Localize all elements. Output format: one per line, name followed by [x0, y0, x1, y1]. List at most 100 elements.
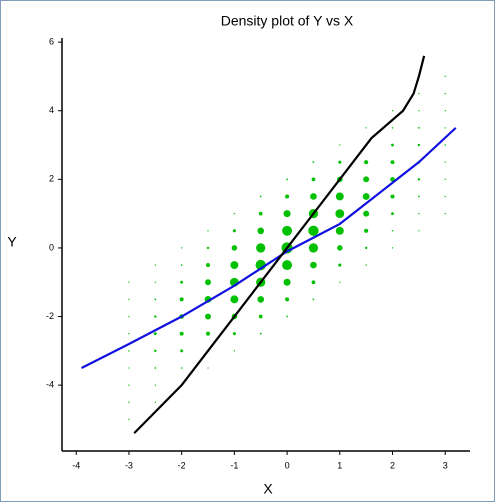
density-dot	[232, 229, 236, 233]
x-tick-label: 2	[390, 460, 395, 470]
density-dot	[364, 228, 369, 233]
density-dot	[128, 418, 130, 421]
density-dot	[444, 92, 446, 95]
density-dot	[365, 264, 367, 266]
density-dot	[259, 332, 262, 335]
density-dot	[258, 211, 263, 216]
density-dot	[180, 349, 184, 353]
density-dot	[417, 143, 421, 147]
fit-line	[133, 55, 426, 434]
density-dot	[179, 297, 184, 302]
density-dot	[338, 263, 342, 267]
density-dot	[128, 333, 130, 335]
density-dot	[128, 350, 130, 352]
density-dot	[231, 245, 238, 251]
density-dot	[444, 144, 446, 146]
density-dot	[418, 230, 420, 232]
density-dot	[338, 160, 342, 164]
density-dot	[282, 225, 293, 236]
y-tick-label: 0	[49, 242, 54, 252]
density-dot	[128, 281, 130, 283]
density-dot	[180, 247, 183, 249]
density-dot	[205, 313, 211, 320]
density-dot	[417, 195, 420, 198]
x-tick-label: 3	[443, 460, 448, 470]
density-dot	[180, 280, 184, 284]
x-tick-label: -4	[72, 460, 80, 470]
density-dot	[391, 212, 394, 216]
density-dot	[232, 332, 236, 336]
density-dot	[283, 210, 291, 218]
density-dot	[285, 194, 290, 199]
density-dot	[444, 212, 446, 215]
density-dot	[179, 331, 184, 336]
density-dot	[154, 401, 156, 403]
density-dot	[418, 92, 420, 95]
x-tick-label: -2	[178, 460, 186, 470]
x-tick-label: 1	[337, 460, 342, 470]
density-dot	[180, 264, 183, 266]
density-dot	[180, 367, 183, 369]
density-dot	[257, 296, 265, 303]
density-dot	[444, 195, 446, 198]
density-dot	[308, 243, 319, 253]
density-dot	[311, 177, 316, 182]
y-tick-label: 4	[49, 105, 54, 115]
density-dot	[391, 230, 394, 232]
y-axis-label: Y	[7, 234, 17, 250]
density-dot	[417, 178, 421, 181]
density-dot	[418, 212, 420, 215]
density-dot	[285, 297, 290, 302]
density-dot	[154, 349, 157, 353]
density-dot	[282, 260, 293, 271]
density-dot	[154, 298, 157, 301]
density-dot	[308, 225, 319, 236]
density-dot	[311, 280, 316, 285]
density-dot	[154, 367, 157, 369]
density-dot	[444, 161, 446, 163]
x-tick-label: -3	[125, 460, 133, 470]
density-dot	[364, 160, 369, 165]
density-dot	[335, 209, 345, 219]
fit-line	[81, 127, 457, 369]
density-dot	[310, 193, 317, 200]
density-dot	[312, 298, 315, 301]
density-dot	[154, 384, 156, 386]
density-dot	[286, 315, 288, 318]
density-dot	[154, 264, 156, 266]
density-dot	[364, 246, 368, 250]
density-dot	[339, 281, 341, 283]
density-dot	[256, 243, 266, 253]
y-tick-label: 6	[49, 36, 54, 46]
density-dot	[233, 350, 236, 352]
chart-title: Density plot of Y vs X	[221, 13, 354, 29]
density-dot	[233, 212, 236, 215]
density-dot	[417, 126, 420, 129]
density-dot	[128, 367, 130, 369]
density-dot	[128, 315, 130, 318]
density-dot	[128, 384, 130, 386]
density-dot	[205, 262, 211, 268]
density-dot	[418, 110, 420, 112]
density-dot	[153, 332, 157, 336]
density-dot	[444, 127, 446, 129]
density-dot	[205, 331, 211, 336]
density-dot	[206, 246, 210, 250]
density-dot	[444, 75, 446, 78]
density-dot	[335, 226, 344, 235]
density-dot	[230, 295, 239, 304]
density-dot	[391, 127, 394, 129]
density-dot	[258, 314, 263, 319]
density-dot	[286, 178, 288, 181]
y-tick-label: 2	[49, 174, 54, 184]
density-dot	[312, 161, 315, 164]
density-dot	[257, 227, 265, 235]
density-dot	[363, 176, 370, 183]
density-dot	[363, 210, 370, 217]
density-dot	[391, 110, 394, 112]
y-tick-label: -4	[46, 380, 54, 390]
density-dot	[339, 144, 341, 146]
density-dot	[390, 194, 395, 199]
